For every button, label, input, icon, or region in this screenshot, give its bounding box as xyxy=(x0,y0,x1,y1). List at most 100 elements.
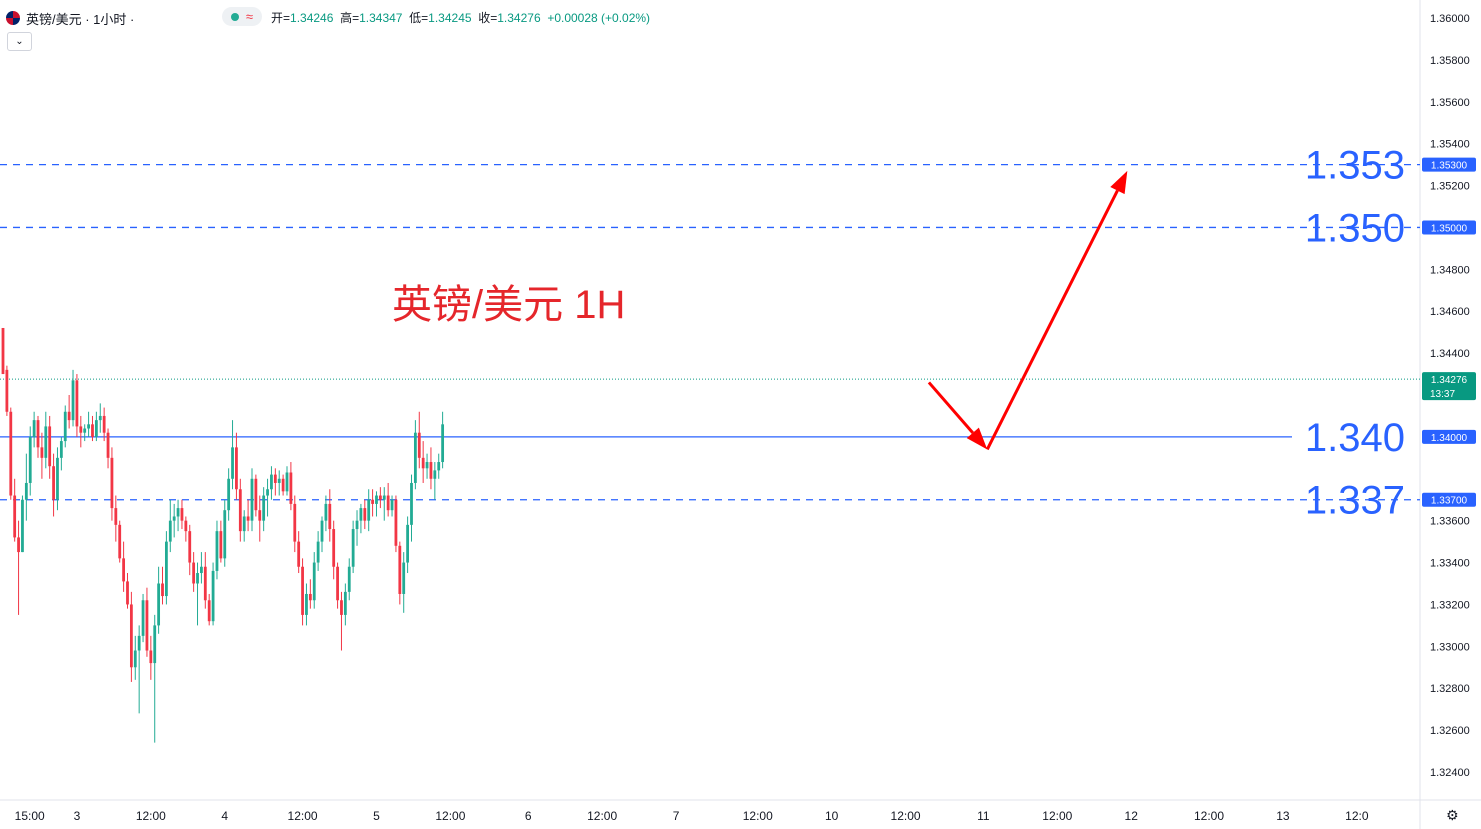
candle-body[interactable] xyxy=(305,593,308,615)
candle-body[interactable] xyxy=(328,503,332,530)
candle-body[interactable] xyxy=(410,482,413,525)
market-status-pill[interactable]: ≈ xyxy=(222,7,262,26)
candle-body[interactable] xyxy=(79,426,83,433)
candle-body[interactable] xyxy=(87,424,90,429)
candle-body[interactable] xyxy=(32,420,36,437)
candle-body[interactable] xyxy=(63,411,67,442)
candle-body[interactable] xyxy=(153,625,157,664)
candle-body[interactable] xyxy=(258,510,262,521)
candle-body[interactable] xyxy=(83,428,87,433)
candle-body[interactable] xyxy=(429,462,433,479)
candle-body[interactable] xyxy=(1,327,5,375)
candle-body[interactable] xyxy=(44,426,48,458)
candle-body[interactable] xyxy=(215,531,219,571)
candle-body[interactable] xyxy=(301,566,304,615)
candle-body[interactable] xyxy=(367,499,371,521)
candle-body[interactable] xyxy=(246,516,250,521)
candle-body[interactable] xyxy=(56,457,59,500)
candle-body[interactable] xyxy=(196,573,199,584)
candle-body[interactable] xyxy=(188,531,192,563)
candle-body[interactable] xyxy=(378,495,382,500)
candle-body[interactable] xyxy=(281,478,285,492)
candle-body[interactable] xyxy=(149,650,153,664)
candle-body[interactable] xyxy=(320,520,324,542)
candle-body[interactable] xyxy=(203,566,207,601)
candle-body[interactable] xyxy=(133,650,137,668)
candle-body[interactable] xyxy=(324,503,328,521)
candle-body[interactable] xyxy=(238,489,242,532)
candle-body[interactable] xyxy=(223,510,227,559)
candle-body[interactable] xyxy=(433,470,437,479)
candle-body[interactable] xyxy=(355,520,359,530)
candle-body[interactable] xyxy=(129,604,133,668)
candle-body[interactable] xyxy=(40,447,44,458)
candle-body[interactable] xyxy=(285,472,289,492)
candle-body[interactable] xyxy=(413,432,417,483)
candle-body[interactable] xyxy=(254,478,258,511)
candle-body[interactable] xyxy=(184,520,188,532)
candle-body[interactable] xyxy=(122,558,126,582)
candle-body[interactable] xyxy=(71,380,75,421)
candle-body[interactable] xyxy=(24,482,28,500)
candle-body[interactable] xyxy=(106,432,110,458)
symbol-title[interactable]: 英镑/美元 · 1小时 · xyxy=(26,11,135,27)
candle-body[interactable] xyxy=(266,489,269,496)
candle-body[interactable] xyxy=(17,537,20,553)
candle-body[interactable] xyxy=(297,541,301,567)
candle-body[interactable] xyxy=(75,380,79,427)
candle-body[interactable] xyxy=(168,520,172,542)
candle-body[interactable] xyxy=(242,516,246,532)
candle-body[interactable] xyxy=(421,457,425,469)
candle-body[interactable] xyxy=(336,566,339,601)
candle-body[interactable] xyxy=(110,457,114,509)
candle-body[interactable] xyxy=(382,495,386,500)
candle-body[interactable] xyxy=(207,600,211,622)
candle-body[interactable] xyxy=(21,499,24,553)
candle-body[interactable] xyxy=(114,508,118,525)
candle-body[interactable] xyxy=(161,583,164,597)
candle-body[interactable] xyxy=(332,529,336,567)
candle-body[interactable] xyxy=(375,495,378,504)
candle-body[interactable] xyxy=(48,426,52,467)
candle-body[interactable] xyxy=(308,593,312,601)
candle-body[interactable] xyxy=(235,447,238,490)
candle-body[interactable] xyxy=(102,415,106,433)
candle-body[interactable] xyxy=(363,508,367,521)
candle-body[interactable] xyxy=(52,466,55,500)
candle-body[interactable] xyxy=(145,600,149,651)
candle-body[interactable] xyxy=(425,462,429,469)
candle-body[interactable] xyxy=(277,478,281,483)
candle-body[interactable] xyxy=(137,635,141,651)
candle-body[interactable] xyxy=(340,600,343,615)
candle-body[interactable] xyxy=(293,503,297,542)
candle-body[interactable] xyxy=(172,516,176,521)
candle-body[interactable] xyxy=(343,591,347,615)
candle-body[interactable] xyxy=(180,508,184,521)
candle-body[interactable] xyxy=(406,524,410,563)
candle-body[interactable] xyxy=(231,447,234,479)
candle-body[interactable] xyxy=(176,508,180,517)
candle-body[interactable] xyxy=(402,562,406,594)
candle-body[interactable] xyxy=(347,566,351,592)
candle-body[interactable] xyxy=(67,411,71,421)
candle-body[interactable] xyxy=(98,415,102,421)
candle-body[interactable] xyxy=(164,541,168,597)
candle-body[interactable] xyxy=(273,474,277,483)
candle-body[interactable] xyxy=(227,478,231,511)
symbol-header[interactable]: 英镑/美元 · 1小时 · xyxy=(6,8,134,28)
candle-body[interactable] xyxy=(9,411,13,496)
candle-body[interactable] xyxy=(371,499,374,504)
candle-body[interactable] xyxy=(28,436,32,483)
candle-body[interactable] xyxy=(200,566,203,574)
candle-body[interactable] xyxy=(126,581,129,605)
candle-body[interactable] xyxy=(94,420,98,437)
candle-body[interactable] xyxy=(157,583,161,626)
candle-body[interactable] xyxy=(386,495,390,511)
candle-body[interactable] xyxy=(417,432,421,458)
candle-body[interactable] xyxy=(141,600,145,636)
candle-body[interactable] xyxy=(192,562,196,584)
candle-body[interactable] xyxy=(118,524,122,559)
candle-body[interactable] xyxy=(250,478,254,521)
candle-body[interactable] xyxy=(437,462,441,471)
